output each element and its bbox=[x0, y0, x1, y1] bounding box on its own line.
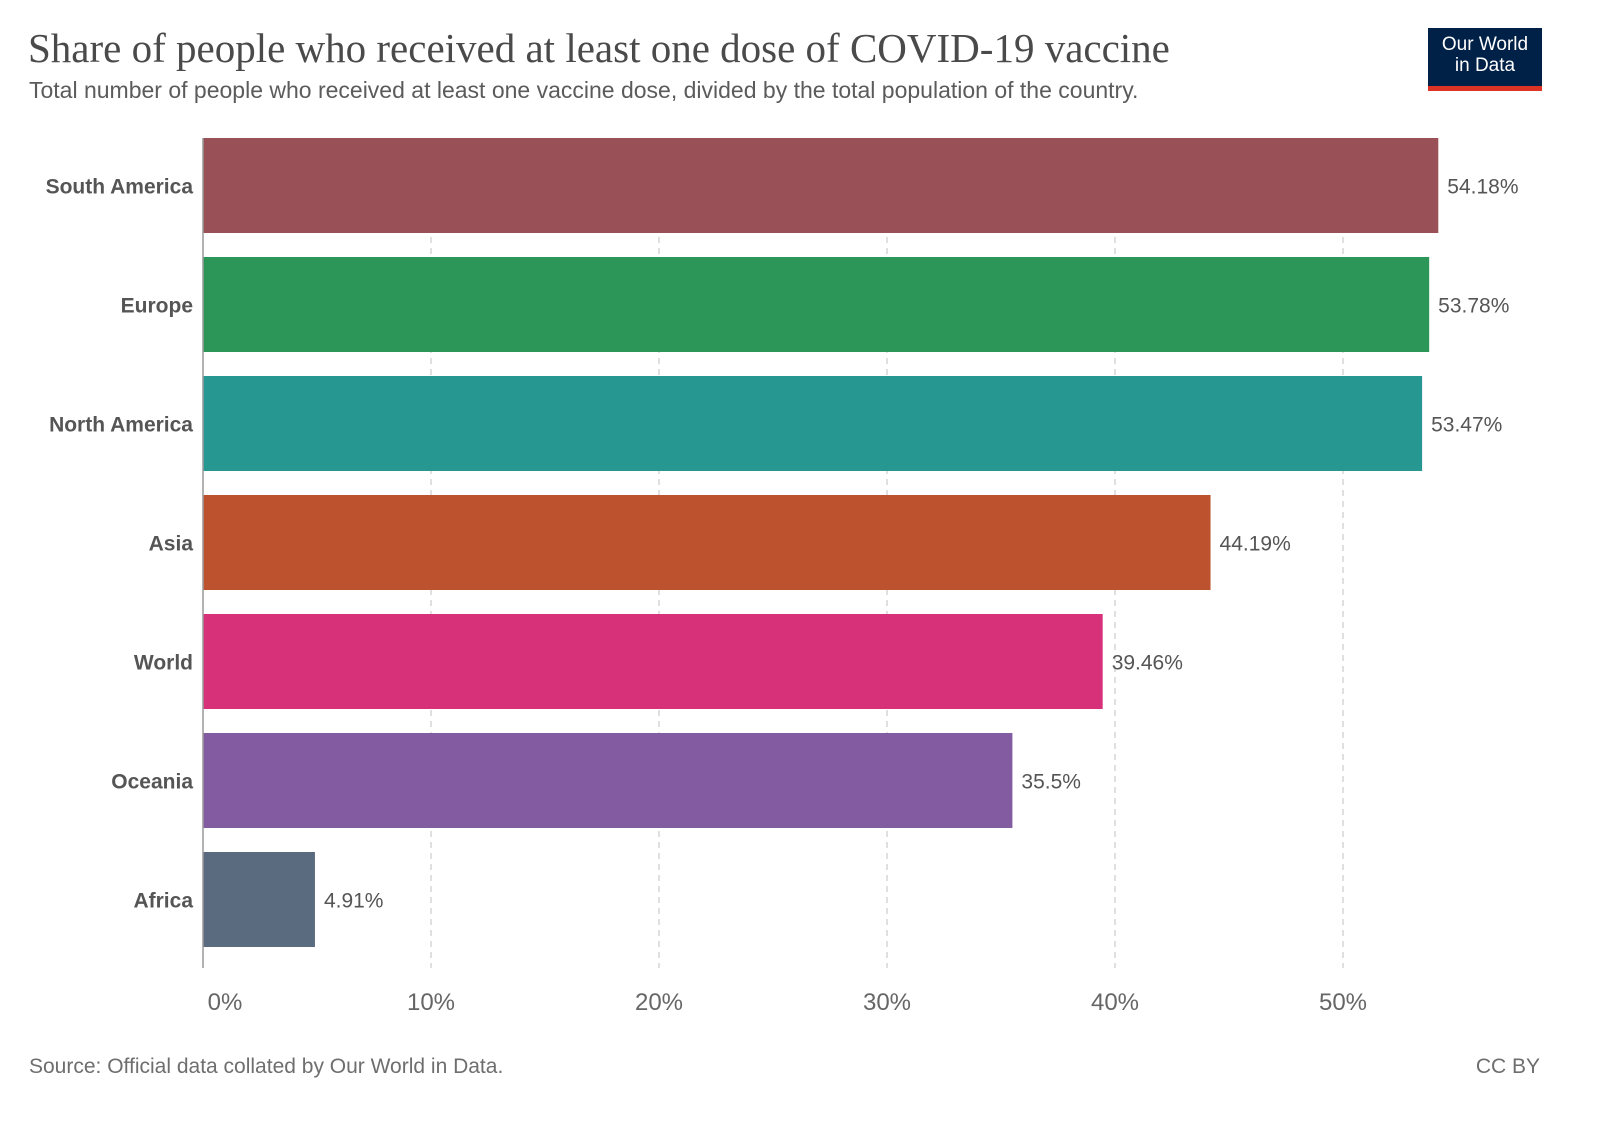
category-label: Asia bbox=[149, 533, 194, 556]
value-label: 54.18% bbox=[1447, 176, 1518, 199]
bar-chart: 0% 10% 20% 30% 40% 50% South America 54.18% Euro… bbox=[46, 138, 1519, 1016]
value-label: 44.19% bbox=[1220, 533, 1291, 556]
logo-line1: Our World bbox=[1441, 34, 1529, 55]
source-note: Source: Official data collated by Our Wo… bbox=[29, 1055, 504, 1078]
bar-europe bbox=[203, 257, 1430, 352]
category-label: North America bbox=[49, 414, 193, 437]
chart-subtitle: Total number of people who received at l… bbox=[29, 77, 1139, 103]
value-label: 53.47% bbox=[1431, 414, 1502, 437]
value-label: 35.5% bbox=[1021, 771, 1081, 794]
bar-south-america bbox=[203, 138, 1439, 233]
category-label: South America bbox=[46, 176, 194, 199]
owid-logo[interactable]: Our World in Data bbox=[1428, 28, 1542, 91]
logo-line2: in Data bbox=[1454, 55, 1516, 76]
x-tick-label: 30% bbox=[863, 989, 911, 1016]
bar-north-america bbox=[203, 376, 1423, 471]
value-label: 53.78% bbox=[1438, 295, 1509, 318]
bar-asia bbox=[203, 495, 1211, 590]
value-label: 4.91% bbox=[324, 890, 384, 913]
value-label: 39.46% bbox=[1112, 652, 1183, 675]
x-tick-label: 20% bbox=[635, 989, 683, 1016]
category-label: Africa bbox=[133, 890, 193, 913]
chart-title: Share of people who received at least on… bbox=[28, 25, 1170, 71]
x-tick-label: 10% bbox=[407, 989, 455, 1016]
category-label: Europe bbox=[121, 295, 193, 318]
bar-world bbox=[203, 614, 1103, 709]
category-label: Oceania bbox=[111, 771, 193, 794]
category-label: World bbox=[134, 652, 193, 675]
x-tick-label: 50% bbox=[1319, 989, 1367, 1016]
bar-africa bbox=[203, 852, 315, 947]
bar-oceania bbox=[203, 733, 1013, 828]
x-tick-label: 40% bbox=[1091, 989, 1139, 1016]
license-link[interactable]: CC BY bbox=[1475, 1055, 1540, 1078]
x-tick-label: 0% bbox=[208, 989, 243, 1016]
